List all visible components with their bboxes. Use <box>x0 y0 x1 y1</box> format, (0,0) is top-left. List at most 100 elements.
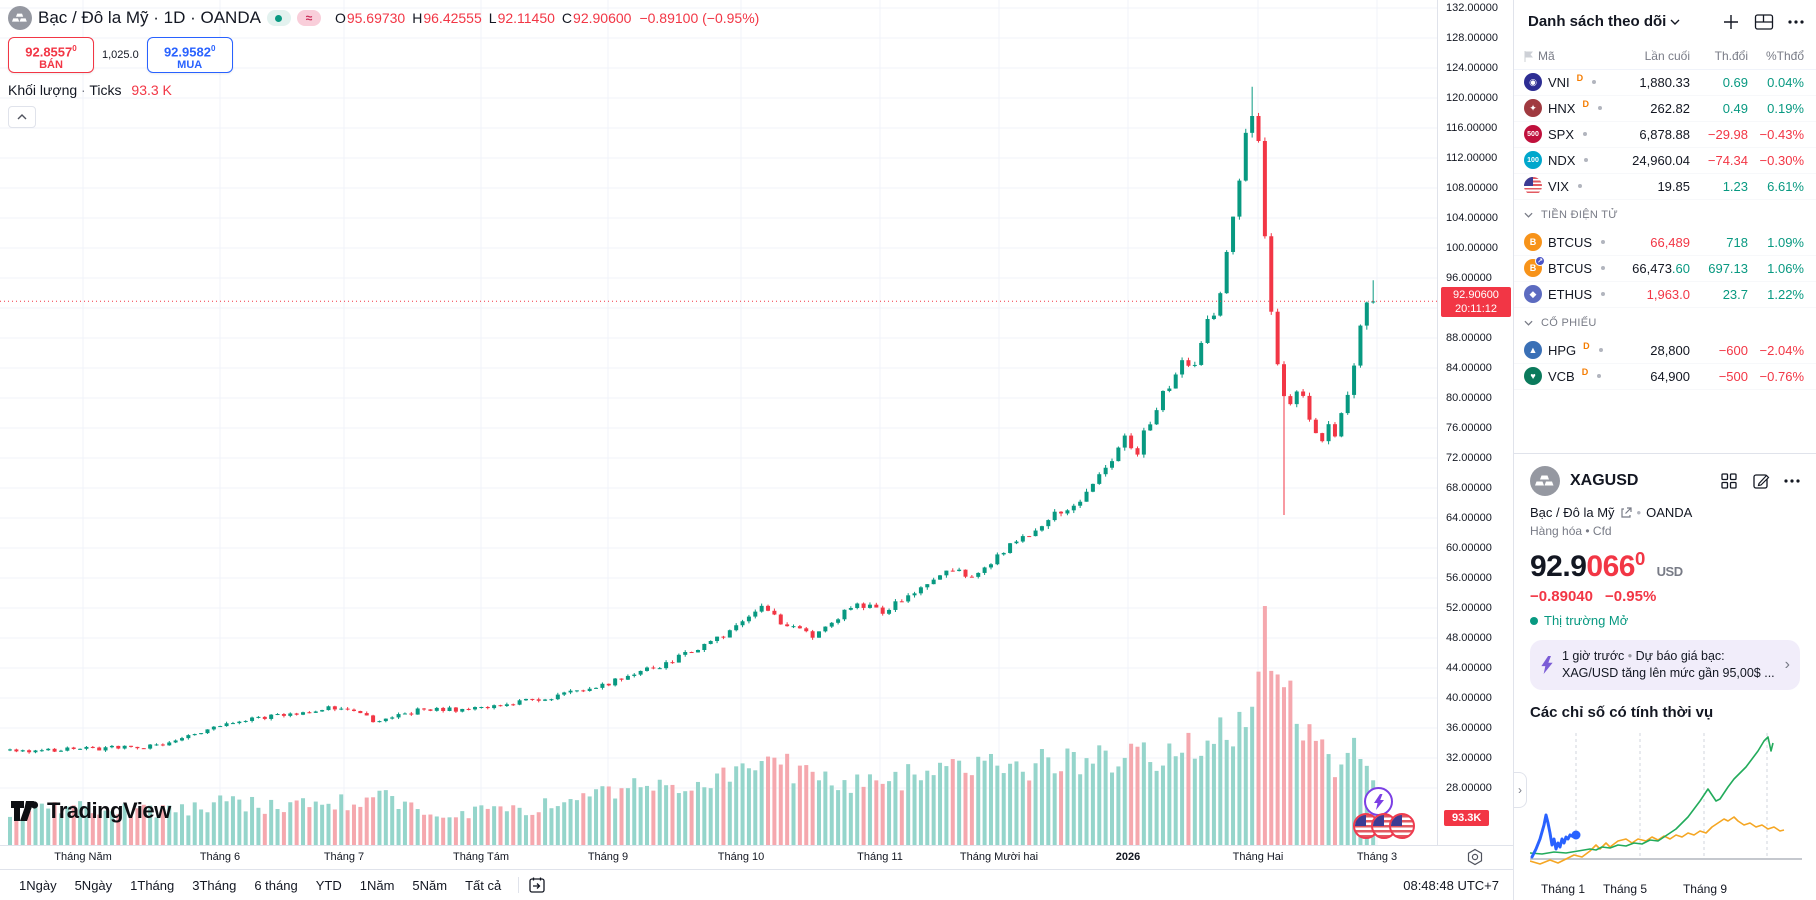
delayed-data-icon[interactable]: ≈ <box>296 10 321 26</box>
symbol-icon: ♥ <box>1524 367 1542 386</box>
range-button-tất-cả[interactable]: Tất cả <box>465 877 502 893</box>
axis-settings-button[interactable] <box>1466 848 1484 866</box>
price-tick: 104.00000 <box>1446 212 1498 224</box>
symbol-name: BTCUS <box>1548 260 1593 276</box>
news-card[interactable]: 1 giờ trước • Dự báo giá bạc: XAG/USD tă… <box>1530 640 1800 690</box>
delayed-badge: D <box>1581 367 1589 378</box>
clock[interactable]: 08:48:48 UTC+7 <box>1403 877 1499 893</box>
time-tick: Tháng Hai <box>1232 851 1284 863</box>
event-flag-marker[interactable] <box>1389 813 1415 839</box>
apps-grid-icon <box>1721 473 1737 489</box>
range-button-5ngày[interactable]: 5Ngày <box>74 877 113 893</box>
collapse-legend-button[interactable] <box>8 106 36 128</box>
go-to-date-button[interactable] <box>527 875 547 895</box>
range-button-3tháng[interactable]: 3Tháng <box>192 877 237 893</box>
last-price: 19.85 <box>1657 178 1690 194</box>
detail-more-button[interactable] <box>1784 479 1800 483</box>
price-tick: 116.00000 <box>1446 122 1498 134</box>
market-open-dot <box>1530 616 1538 625</box>
time-axis[interactable]: Tháng Năm Tháng 6 Tháng 7 Tháng Tám Tháng 9 T… <box>0 845 1513 869</box>
flag-column-icon <box>1524 50 1533 62</box>
buy-button[interactable]: 92.95820 MUA <box>146 37 233 73</box>
detail-name[interactable]: Bạc / Đô la Mỹ <box>1530 505 1615 520</box>
symbol-icon: ✦ <box>1524 99 1542 118</box>
watchlist-row-btcus[interactable]: B ↗ BTCUS 66,473.60 697.13 1.06% <box>1514 256 1816 282</box>
range-button-1ngày[interactable]: 1Ngày <box>19 877 57 893</box>
detail-edit-button[interactable] <box>1752 472 1770 490</box>
sell-button[interactable]: 92.85570 BÁN <box>8 37 94 73</box>
layout-grid-icon <box>1754 14 1774 30</box>
symbol-name: VNI <box>1548 74 1570 90</box>
time-tick: Tháng 7 <box>323 851 365 863</box>
bottom-toolbar: 1Ngày 5Ngày 1Tháng 3Tháng 6 tháng YTD 1Năm 5Năm… <box>0 869 1513 900</box>
change-percent: −2.04% <box>1759 342 1804 358</box>
market-open-icon[interactable] <box>266 10 291 26</box>
watchlist-row-vix[interactable]: VIX 19.85 1.23 6.61% <box>1514 174 1816 200</box>
delayed-badge: D <box>1583 341 1590 352</box>
news-flash-marker[interactable] <box>1364 787 1393 816</box>
chart-plot-area[interactable]: 132.00000 128.00000 124.00000 120.00000 116.… <box>0 0 1513 845</box>
watchlist-header: Danh sách theo dõi <box>1514 0 1816 44</box>
ohlc-item: −0.89100 (−0.95%) <box>639 10 760 26</box>
symbol-title[interactable]: Bạc / Đô la Mỹ · 1D · OANDA <box>38 8 261 27</box>
gear-icon <box>1467 848 1483 866</box>
watchlist: ◉ VNI D 1,880.33 0.69 0.04% ✦ HNX D 262.82 0.49 0.1… <box>1514 70 1816 453</box>
seasonal-tick: Tháng 5 <box>1602 882 1648 896</box>
watchlist-row-btcus[interactable]: B BTCUS 66,489 718 1.09% <box>1514 230 1816 256</box>
watchlist-column-headers[interactable]: Mã Lần cuối Th.đổi %Thđổ <box>1514 44 1816 70</box>
detail-symbol[interactable]: XAGUSD <box>1570 472 1639 489</box>
change-value: 718 <box>1726 234 1748 250</box>
panel-collapse-handle[interactable]: › <box>1514 772 1527 808</box>
volume-legend[interactable]: Khối lượng · Ticks 93.3 K <box>8 82 172 98</box>
watchlist-row-spx[interactable]: 500 SPX 6,878.88 −29.98 −0.43% <box>1514 122 1816 148</box>
price-tick: 72.00000 <box>1446 452 1492 464</box>
change-value: −500 <box>1718 368 1748 384</box>
watchlist-section-cổ-phiếu[interactable]: CỔ PHIẾU <box>1514 308 1816 338</box>
column-header: Lần cuối <box>1644 49 1690 64</box>
watchlist-row-ethus[interactable]: ◆ ETHUS 1,963.0 23.7 1.22% <box>1514 282 1816 308</box>
seasonal-x-labels: Tháng 1 Tháng 5 Tháng 9 <box>1530 880 1800 900</box>
watchlist-layout-button[interactable] <box>1754 13 1774 31</box>
price-tick: 128.00000 <box>1446 32 1498 44</box>
price-tick: 44.00000 <box>1446 662 1492 674</box>
price-tick: 88.00000 <box>1446 332 1492 344</box>
current-price-label: 92.90600 20:11:12 <box>1441 287 1511 318</box>
change-value: 0.69 <box>1722 74 1748 90</box>
watchlist-row-vcb[interactable]: ♥ VCB D 64,900 −500 −0.76% <box>1514 364 1816 390</box>
watchlist-row-hpg[interactable]: ▲ HPG D 28,800 −600 −2.04% <box>1514 338 1816 364</box>
chart-column: 132.00000 128.00000 124.00000 120.00000 116.… <box>0 0 1513 900</box>
last-price: 1,880.33 <box>1639 74 1690 90</box>
watchlist-section-tiền-điện-tử[interactable]: TIỀN ĐIỆN TỬ <box>1514 200 1816 230</box>
market-status[interactable]: Thị trường Mở <box>1530 613 1800 628</box>
watchlist-more-button[interactable] <box>1788 20 1804 24</box>
seasonal-tick: Tháng 9 <box>1682 882 1728 896</box>
symbol-icon: ▲ <box>1524 341 1542 360</box>
price-tick: 68.00000 <box>1446 482 1492 494</box>
detail-grid-button[interactable] <box>1720 472 1738 490</box>
range-button-5năm[interactable]: 5Năm <box>412 877 448 893</box>
change-value: 697.13 <box>1708 260 1748 276</box>
watchlist-row-ndx[interactable]: 100 NDX 24,960.04 −74.34 −0.30% <box>1514 148 1816 174</box>
last-price: 6,878.88 <box>1639 126 1690 142</box>
range-button-6-tháng[interactable]: 6 tháng <box>254 877 298 893</box>
lightning-icon <box>1373 793 1384 810</box>
tradingview-logo[interactable]: TradingView <box>10 798 171 824</box>
symbol-icon: B <box>1524 233 1542 252</box>
range-button-1tháng[interactable]: 1Tháng <box>130 877 175 893</box>
price-tick: 84.00000 <box>1446 362 1492 374</box>
watchlist-title-menu[interactable]: Danh sách theo dõi <box>1528 13 1680 30</box>
detail-instrument-type: Hàng hóa • Cfd <box>1530 524 1612 538</box>
watchlist-row-hnx[interactable]: ✦ HNX D 262.82 0.49 0.19% <box>1514 96 1816 122</box>
seasonal-chart[interactable] <box>1529 727 1802 875</box>
watchlist-row-vni[interactable]: ◉ VNI D 1,880.33 0.69 0.04% <box>1514 70 1816 96</box>
range-button-1năm[interactable]: 1Năm <box>359 877 395 893</box>
chevron-up-icon <box>17 114 27 120</box>
range-button-ytd[interactable]: YTD <box>315 877 342 893</box>
chevron-down-icon <box>1524 320 1533 326</box>
external-link-icon[interactable] <box>1620 506 1632 519</box>
add-symbol-button[interactable] <box>1722 13 1740 31</box>
candlestick-chart[interactable] <box>0 0 1437 845</box>
change-percent: 0.04% <box>1767 74 1804 90</box>
price-axis[interactable]: 132.00000 128.00000 124.00000 120.00000 116.… <box>1437 0 1513 845</box>
detail-exchange: OANDA <box>1646 505 1693 520</box>
